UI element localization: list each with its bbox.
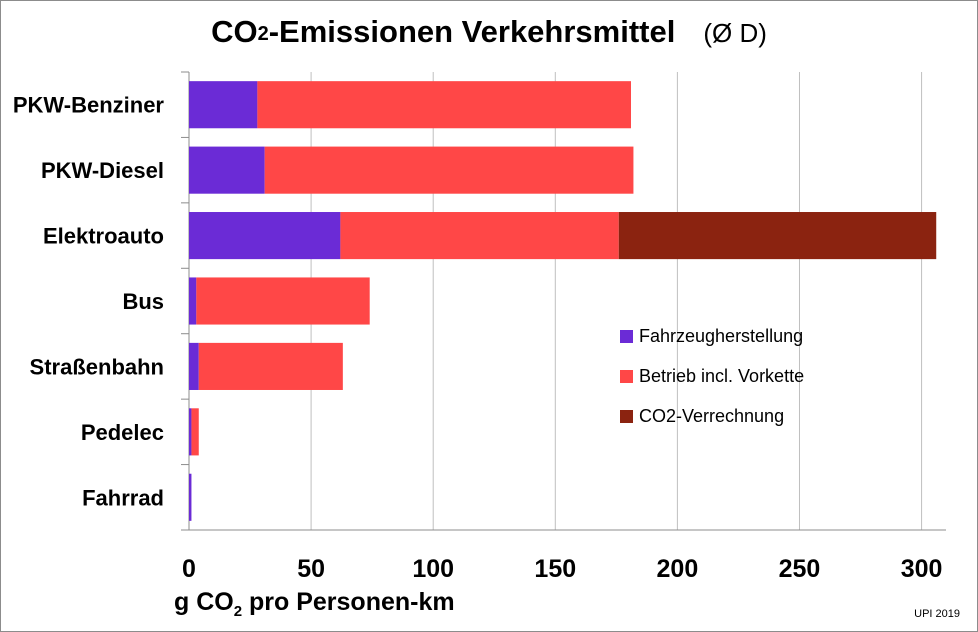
x-tick-label: 150 xyxy=(534,555,576,583)
category-label: PKW-Benziner xyxy=(13,93,165,118)
source-note: UPI 2019 xyxy=(914,608,960,620)
x-tick-label: 100 xyxy=(412,555,454,583)
category-label: PKW-Diesel xyxy=(41,158,164,183)
legend: Fahrzeugherstellung Betrieb incl. Vorket… xyxy=(620,316,804,436)
bar-segment xyxy=(189,277,197,325)
bar-segment xyxy=(189,212,341,260)
bar-segment xyxy=(340,212,619,260)
legend-swatch xyxy=(620,369,633,383)
x-tick-label: 300 xyxy=(901,555,943,583)
bar-segment xyxy=(196,277,370,325)
category-label: Pedelec xyxy=(81,420,164,445)
category-label: Bus xyxy=(122,289,164,314)
x-axis-title: g CO2 pro Personen-km xyxy=(174,588,455,620)
x-tick-label: 0 xyxy=(182,555,196,583)
category-label: Elektroauto xyxy=(43,224,164,249)
legend-label: Betrieb incl. Vorkette xyxy=(639,365,805,386)
legend-item: CO2-Verrechnung xyxy=(620,396,804,436)
bar-segment xyxy=(189,342,199,390)
x-tick-label: 250 xyxy=(779,555,821,583)
category-label: Straßenbahn xyxy=(30,354,164,379)
chart-title: CO2-Emissionen Verkehrsmittel (Ø D) xyxy=(211,14,767,49)
legend-item: Betrieb incl. Vorkette xyxy=(620,356,804,396)
bar-segment xyxy=(189,408,192,456)
legend-label: Fahrzeugherstellung xyxy=(639,325,804,346)
bar-segment xyxy=(257,81,631,129)
bar-segment xyxy=(189,146,265,194)
bar-segment xyxy=(189,81,258,129)
legend-item: Fahrzeugherstellung xyxy=(620,316,804,356)
bar-segment xyxy=(264,146,634,194)
legend-label: CO2-Verrechnung xyxy=(639,405,785,426)
bar-segment xyxy=(618,212,937,260)
bar-segment xyxy=(189,473,192,521)
bar-segment xyxy=(198,342,343,390)
bar-segment xyxy=(191,408,199,456)
category-label: Fahrrad xyxy=(82,485,164,510)
x-tick-label: 50 xyxy=(297,555,325,583)
legend-swatch xyxy=(620,329,633,343)
x-tick-label: 200 xyxy=(657,555,699,583)
legend-swatch xyxy=(620,409,633,423)
